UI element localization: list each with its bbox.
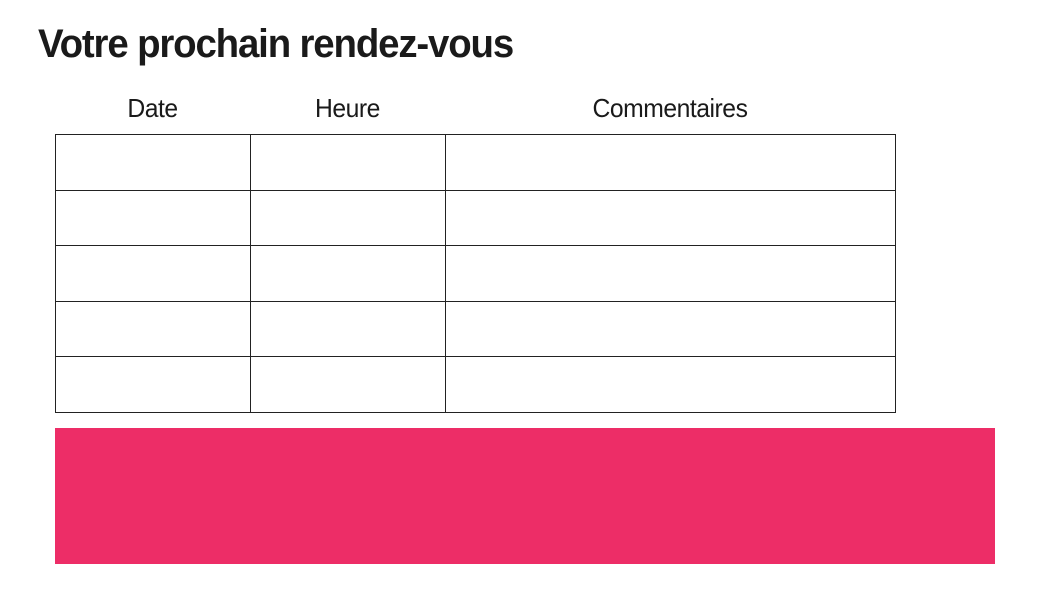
table-cell xyxy=(250,134,446,191)
table-cell xyxy=(445,134,896,191)
table-cell xyxy=(250,189,446,247)
table-row xyxy=(55,356,896,413)
table-cell xyxy=(445,189,896,247)
table-cell xyxy=(250,245,446,302)
column-header-commentaires: Commentaires xyxy=(592,93,748,123)
promo-banner xyxy=(55,428,995,564)
table-cell xyxy=(55,245,251,302)
page-title: Votre prochain rendez-vous xyxy=(38,22,514,66)
table-cell xyxy=(55,356,251,413)
table-cell xyxy=(55,189,251,247)
table-cell xyxy=(445,245,896,302)
table-cell xyxy=(445,356,896,413)
table-row xyxy=(55,245,896,302)
table-row xyxy=(55,189,896,247)
table-row xyxy=(55,300,896,358)
appointments-table xyxy=(55,134,896,413)
table-cell xyxy=(55,300,251,358)
table-header-row: Date Heure Commentaires xyxy=(55,92,895,124)
table-cell xyxy=(445,300,896,358)
column-header-heure: Heure xyxy=(315,93,380,123)
table-cell xyxy=(250,356,446,413)
table-cell xyxy=(55,134,251,191)
table-cell xyxy=(250,300,446,358)
column-header-date: Date xyxy=(127,93,178,123)
table-row xyxy=(55,134,896,191)
appointments-table-body xyxy=(55,134,896,413)
